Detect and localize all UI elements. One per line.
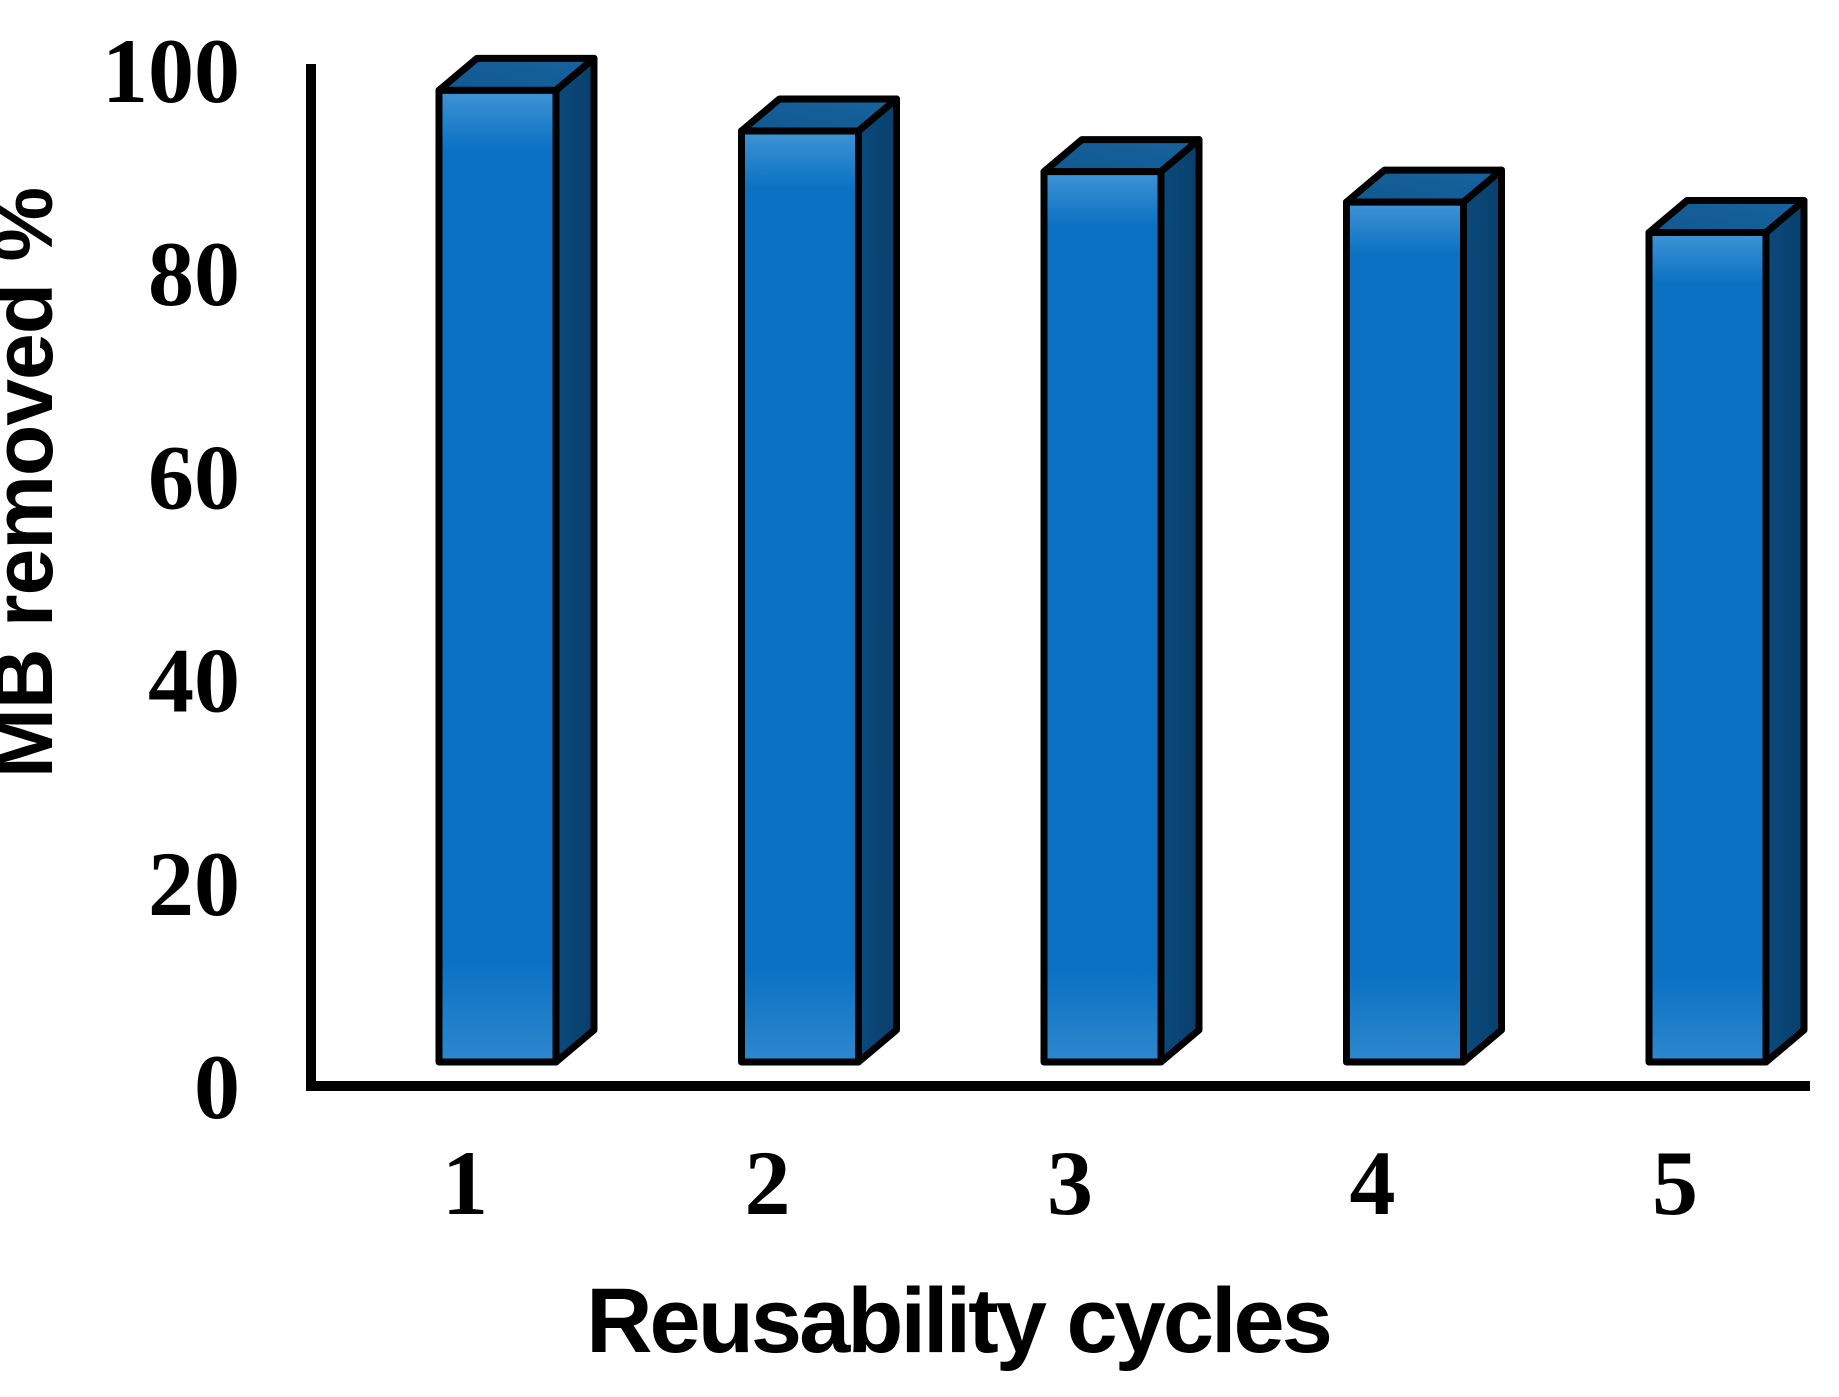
x-axis-title: Reusability cycles (586, 1270, 1330, 1372)
bar-front-face (435, 86, 560, 1066)
bar-cycle-5 (1645, 197, 1808, 1066)
bar-front-face (738, 127, 862, 1066)
x-tick-labels: 1 2 3 4 5 (442, 1132, 1698, 1234)
x-tick-label: 4 (1350, 1132, 1396, 1234)
bar-side-face (1157, 136, 1203, 1066)
bar-front-face (1645, 229, 1770, 1066)
y-axis-title: MB removed % (0, 188, 70, 778)
bars (435, 54, 1808, 1066)
bar-cycle-4 (1343, 166, 1505, 1066)
bar-cycle-2 (738, 95, 900, 1066)
bar-front-face (1040, 168, 1165, 1066)
x-tick-label: 3 (1047, 1132, 1093, 1234)
bar-cycle-1 (435, 54, 598, 1066)
axes (306, 64, 1810, 1091)
y-tick-label: 0 (194, 1036, 240, 1138)
x-tick-label: 2 (745, 1132, 791, 1234)
y-tick-label: 80 (148, 223, 240, 325)
y-tick-label: 60 (148, 426, 240, 528)
x-tick-label: 5 (1652, 1132, 1698, 1234)
x-tick-label: 1 (442, 1132, 488, 1234)
bar-side-face (552, 54, 598, 1066)
bar-side-face (1762, 197, 1808, 1066)
y-tick-label: 20 (148, 833, 240, 935)
y-tick-label: 40 (148, 630, 240, 732)
bar-side-face (1460, 166, 1505, 1066)
y-tick-label: 100 (102, 20, 240, 122)
y-tick-labels: 0 20 40 60 80 100 (102, 20, 240, 1138)
bar-cycle-3 (1040, 136, 1203, 1066)
bar-side-face (855, 95, 900, 1066)
bar-front-face (1343, 198, 1467, 1066)
